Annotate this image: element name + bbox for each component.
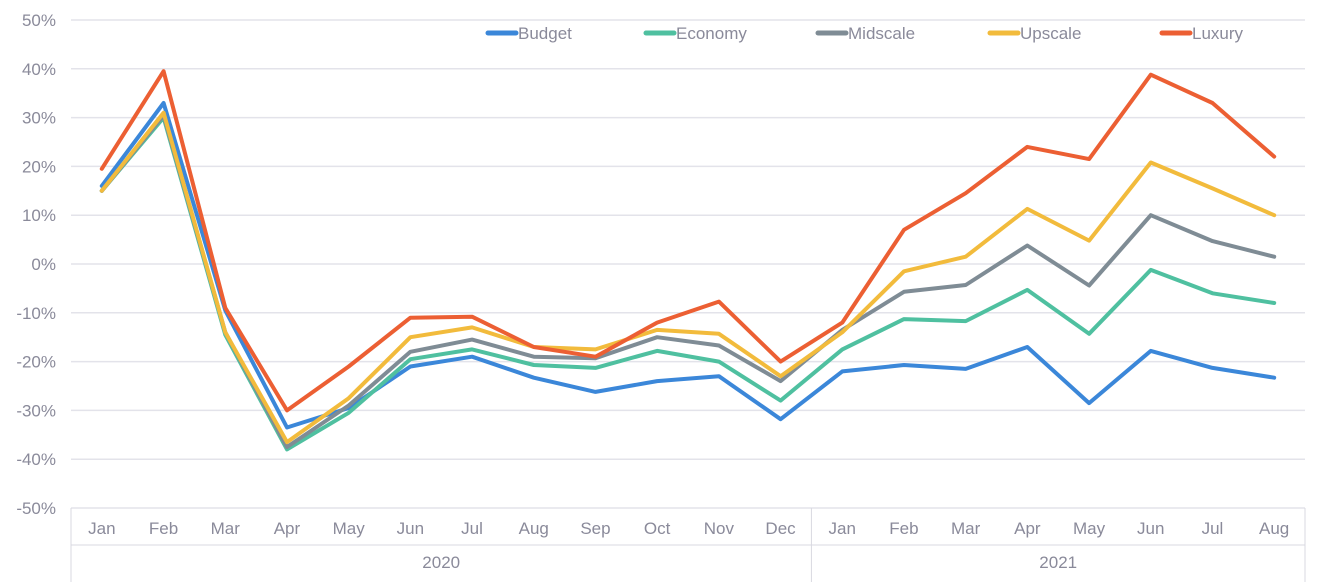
x-tick-label: Apr	[274, 519, 301, 538]
y-tick-label: -10%	[16, 304, 56, 323]
x-tick-label: Apr	[1014, 519, 1041, 538]
y-tick-label: 10%	[22, 206, 56, 225]
x-axis: 2020 2021 Jan Feb Mar Apr May Jun Jul Aug Sep Oct No…	[71, 508, 1305, 582]
x-tick-label: May	[333, 519, 366, 538]
x-tick-label: Jan	[829, 519, 856, 538]
x-tick-label: Dec	[765, 519, 796, 538]
y-tick-label: -50%	[16, 499, 56, 518]
y-tick-label: -30%	[16, 401, 56, 420]
legend-label: Luxury	[1192, 24, 1244, 43]
x-tick-label: Jul	[1202, 519, 1224, 538]
x-tick-label: Sep	[580, 519, 610, 538]
x-tick-label: Mar	[211, 519, 241, 538]
y-tick-label: -40%	[16, 450, 56, 469]
y-tick-label: -20%	[16, 353, 56, 372]
series-line-economy	[102, 118, 1274, 450]
x-tick-label: May	[1073, 519, 1106, 538]
y-tick-label: 0%	[31, 255, 56, 274]
series-line-luxury	[102, 71, 1274, 410]
series-lines	[102, 71, 1275, 449]
x-tick-label: Feb	[149, 519, 178, 538]
x-tick-label: Nov	[704, 519, 735, 538]
legend-label: Upscale	[1020, 24, 1081, 43]
x-group-label: 2021	[1039, 553, 1077, 572]
series-line-budget	[102, 103, 1274, 428]
legend-label: Economy	[676, 24, 747, 43]
x-tick-label: Oct	[644, 519, 671, 538]
y-axis: -50% -40% -30% -20% -10% 0% 10% 20% 30% 40% 50%	[16, 11, 56, 518]
x-group-label: 2020	[422, 553, 460, 572]
legend: Budget Economy Midscale Upscale Luxury	[488, 24, 1244, 43]
x-tick-label: Feb	[889, 519, 918, 538]
y-tick-label: 40%	[22, 60, 56, 79]
x-tick-label: Jun	[1137, 519, 1164, 538]
x-tick-label: Jan	[88, 519, 115, 538]
legend-label: Midscale	[848, 24, 915, 43]
x-tick-label: Jul	[461, 519, 483, 538]
y-tick-label: 30%	[22, 109, 56, 128]
y-tick-label: 20%	[22, 157, 56, 176]
x-tick-label: Mar	[951, 519, 981, 538]
x-tick-label: Aug	[519, 519, 549, 538]
gridlines	[71, 20, 1305, 508]
y-tick-label: 50%	[22, 11, 56, 30]
x-tick-label: Jun	[397, 519, 424, 538]
legend-label: Budget	[518, 24, 572, 43]
x-tick-label: Aug	[1259, 519, 1289, 538]
